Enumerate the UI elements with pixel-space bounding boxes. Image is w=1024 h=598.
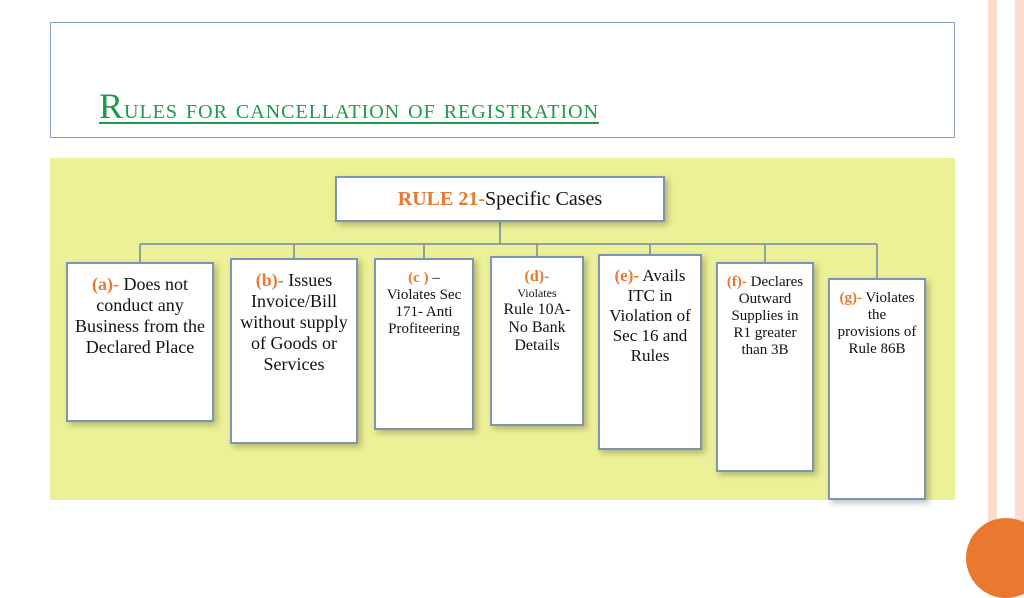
clause-label-f: (f)- — [727, 274, 747, 290]
clause-label-b: (b)- — [256, 270, 284, 290]
child-text-f: (f)- Declares Outward Supplies in R1 gre… — [724, 274, 806, 359]
title-rest: ules for cancellation of registration — [124, 94, 599, 125]
child-text-c: (c ) – Violates Sec 171- Anti Profiteeri… — [382, 270, 466, 338]
child-body-d: Rule 10A- No Bank Details — [503, 301, 570, 354]
child-text-d: (d)-ViolatesRule 10A- No Bank Details — [498, 268, 576, 355]
title-frame: Rules for cancellation of registration — [50, 22, 955, 138]
child-text-b: (b)- Issues Invoice/Bill without supply … — [238, 270, 350, 375]
child-text-e: (e)- Avails ITC in Violation of Sec 16 a… — [606, 266, 694, 366]
clause-label-a: (a)- — [92, 274, 119, 294]
child-node-d: (d)-ViolatesRule 10A- No Bank Details — [490, 256, 584, 426]
child-text-g: (g)- Violates the provisions of Rule 86B — [836, 290, 918, 358]
root-label: RULE 21- — [398, 188, 485, 211]
clause-label-d: (d)- — [525, 268, 550, 285]
child-node-c: (c ) – Violates Sec 171- Anti Profiteeri… — [374, 258, 474, 430]
child-node-b: (b)- Issues Invoice/Bill without supply … — [230, 258, 358, 444]
clause-label-g: (g)- — [839, 290, 862, 306]
decor-stripe-inner — [997, 0, 1015, 576]
child-node-g: (g)- Violates the provisions of Rule 86B — [828, 278, 926, 500]
child-body-c: Violates Sec 171- Anti Profiteering — [387, 287, 462, 337]
child-pretext-d: Violates — [498, 286, 576, 301]
child-text-a: (a)- Does not conduct any Business from … — [74, 274, 206, 358]
child-node-f: (f)- Declares Outward Supplies in R1 gre… — [716, 262, 814, 472]
child-node-a: (a)- Does not conduct any Business from … — [66, 262, 214, 422]
title-first-letter: R — [99, 86, 124, 126]
clause-label-c: (c ) — [408, 270, 428, 286]
root-node: RULE 21- Specific Cases — [335, 176, 665, 222]
page-title: Rules for cancellation of registration — [99, 85, 599, 127]
root-rest: Specific Cases — [485, 188, 602, 211]
child-node-e: (e)- Avails ITC in Violation of Sec 16 a… — [598, 254, 702, 450]
decor-corner-circle — [966, 518, 1024, 598]
clause-label-e: (e)- — [615, 266, 640, 285]
